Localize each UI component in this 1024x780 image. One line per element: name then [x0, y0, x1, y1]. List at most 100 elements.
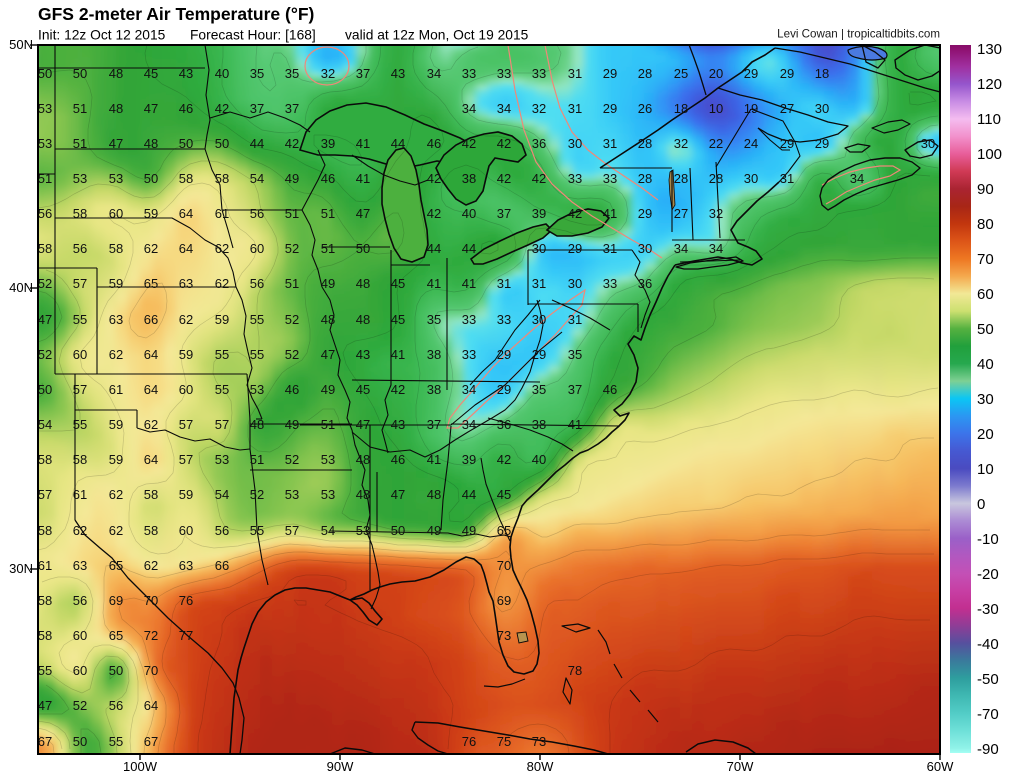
svg-text:32: 32	[532, 101, 546, 116]
svg-text:40: 40	[977, 356, 994, 373]
svg-text:19: 19	[744, 101, 758, 116]
svg-text:57: 57	[38, 487, 52, 502]
svg-text:31: 31	[568, 312, 582, 327]
svg-text:38: 38	[427, 347, 441, 362]
svg-text:53: 53	[356, 523, 370, 538]
svg-text:29: 29	[568, 241, 582, 256]
svg-text:53: 53	[285, 487, 299, 502]
svg-text:78: 78	[568, 663, 582, 678]
svg-text:65: 65	[109, 558, 123, 573]
svg-text:50: 50	[144, 171, 158, 186]
svg-text:64: 64	[144, 382, 158, 397]
svg-text:51: 51	[285, 206, 299, 221]
svg-text:46: 46	[179, 101, 193, 116]
svg-text:62: 62	[144, 241, 158, 256]
svg-text:20: 20	[709, 66, 723, 81]
svg-text:41: 41	[356, 171, 370, 186]
svg-text:42: 42	[285, 136, 299, 151]
svg-text:29: 29	[532, 347, 546, 362]
svg-text:33: 33	[497, 66, 511, 81]
svg-text:73: 73	[497, 628, 511, 643]
svg-text:41: 41	[356, 136, 370, 151]
svg-text:62: 62	[109, 347, 123, 362]
svg-text:41: 41	[603, 206, 617, 221]
svg-text:36: 36	[532, 136, 546, 151]
svg-text:58: 58	[179, 171, 193, 186]
svg-text:59: 59	[109, 276, 123, 291]
svg-text:47: 47	[38, 312, 52, 327]
svg-text:50: 50	[356, 241, 370, 256]
svg-text:58: 58	[38, 628, 52, 643]
svg-text:56: 56	[250, 206, 264, 221]
svg-text:54: 54	[215, 487, 229, 502]
svg-text:42: 42	[497, 136, 511, 151]
svg-text:51: 51	[285, 276, 299, 291]
svg-text:53: 53	[73, 171, 87, 186]
svg-text:56: 56	[109, 698, 123, 713]
svg-text:61: 61	[109, 382, 123, 397]
svg-text:50: 50	[215, 136, 229, 151]
svg-text:70: 70	[977, 251, 994, 268]
svg-text:47: 47	[144, 101, 158, 116]
svg-text:58: 58	[109, 241, 123, 256]
svg-text:70: 70	[144, 593, 158, 608]
svg-text:50: 50	[977, 321, 994, 338]
svg-text:44: 44	[427, 241, 441, 256]
svg-text:31: 31	[603, 136, 617, 151]
svg-text:37: 37	[250, 101, 264, 116]
svg-text:63: 63	[179, 276, 193, 291]
svg-text:48: 48	[356, 452, 370, 467]
svg-text:29: 29	[497, 347, 511, 362]
svg-text:58: 58	[38, 241, 52, 256]
svg-text:52: 52	[285, 241, 299, 256]
svg-text:37: 37	[285, 101, 299, 116]
svg-text:42: 42	[427, 206, 441, 221]
svg-text:29: 29	[780, 66, 794, 81]
svg-text:valid at 12z Mon, Oct 19 2015: valid at 12z Mon, Oct 19 2015	[345, 28, 529, 43]
svg-text:60: 60	[73, 347, 87, 362]
svg-text:39: 39	[532, 206, 546, 221]
svg-text:47: 47	[109, 136, 123, 151]
svg-text:35: 35	[568, 347, 582, 362]
svg-text:67: 67	[38, 734, 52, 749]
svg-text:70: 70	[144, 663, 158, 678]
svg-text:50: 50	[73, 734, 87, 749]
svg-text:46: 46	[391, 452, 405, 467]
svg-text:54: 54	[38, 417, 52, 432]
svg-text:52: 52	[285, 452, 299, 467]
svg-text:44: 44	[250, 136, 264, 151]
svg-text:73: 73	[532, 734, 546, 749]
svg-text:42: 42	[391, 382, 405, 397]
svg-text:49: 49	[462, 523, 476, 538]
svg-text:58: 58	[38, 452, 52, 467]
svg-text:42: 42	[532, 171, 546, 186]
svg-text:41: 41	[391, 347, 405, 362]
svg-text:29: 29	[497, 382, 511, 397]
svg-text:55: 55	[250, 523, 264, 538]
svg-text:26: 26	[638, 101, 652, 116]
svg-text:41: 41	[462, 276, 476, 291]
svg-text:30: 30	[638, 241, 652, 256]
svg-text:35: 35	[285, 66, 299, 81]
svg-text:30: 30	[815, 101, 829, 116]
svg-text:-40: -40	[977, 636, 999, 653]
svg-text:27: 27	[780, 101, 794, 116]
svg-text:10: 10	[709, 101, 723, 116]
svg-text:56: 56	[73, 241, 87, 256]
svg-text:31: 31	[532, 276, 546, 291]
svg-text:59: 59	[109, 452, 123, 467]
svg-text:46: 46	[427, 136, 441, 151]
svg-text:41: 41	[568, 417, 582, 432]
svg-text:34: 34	[462, 417, 476, 432]
svg-text:18: 18	[674, 101, 688, 116]
svg-text:53: 53	[321, 487, 335, 502]
svg-text:60: 60	[250, 241, 264, 256]
svg-text:53: 53	[38, 136, 52, 151]
svg-text:77: 77	[179, 628, 193, 643]
svg-text:38: 38	[427, 382, 441, 397]
svg-text:51: 51	[321, 206, 335, 221]
svg-text:47: 47	[356, 417, 370, 432]
svg-text:33: 33	[532, 66, 546, 81]
svg-text:48: 48	[144, 136, 158, 151]
svg-text:42: 42	[497, 452, 511, 467]
